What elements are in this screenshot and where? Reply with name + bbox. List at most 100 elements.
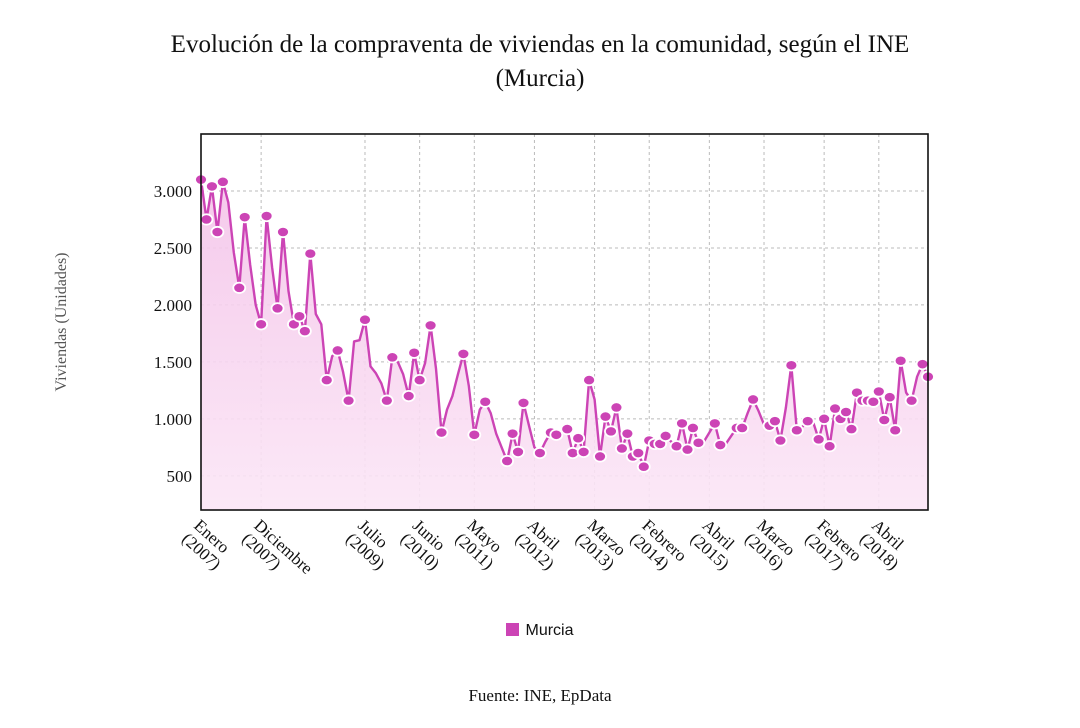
chart-title-line2: (Murcia) <box>495 65 585 92</box>
data-point[interactable] <box>297 325 312 338</box>
x-tick-label: Febrero(2017) <box>801 516 865 574</box>
data-point[interactable] <box>877 413 892 427</box>
data-point[interactable] <box>871 385 886 398</box>
y-tick-label: 2.500 <box>154 239 192 258</box>
data-point[interactable] <box>500 454 515 468</box>
data-point[interactable] <box>254 318 269 331</box>
data-point[interactable] <box>773 434 788 447</box>
data-point[interactable] <box>560 423 575 436</box>
y-tick-label: 500 <box>167 467 193 486</box>
data-point[interactable] <box>215 175 230 188</box>
data-point[interactable] <box>582 374 596 387</box>
data-point[interactable] <box>379 394 394 407</box>
data-point[interactable] <box>385 351 400 364</box>
chart-title: Evolución de la compraventa de viviendas… <box>0 28 1080 96</box>
data-point[interactable] <box>915 358 930 371</box>
data-points <box>194 173 935 473</box>
data-point[interactable] <box>839 405 853 419</box>
data-point[interactable] <box>822 440 837 453</box>
data-point[interactable] <box>576 445 591 458</box>
x-tick-label: Abril(2018) <box>856 516 908 574</box>
data-point[interactable] <box>604 425 618 438</box>
data-point[interactable] <box>330 344 345 357</box>
data-point[interactable] <box>888 424 903 437</box>
data-point[interactable] <box>232 281 247 294</box>
data-point[interactable] <box>866 395 881 408</box>
y-tick-label: 2.000 <box>154 296 192 315</box>
data-point[interactable] <box>784 359 799 372</box>
data-point[interactable] <box>768 415 782 428</box>
data-point[interactable] <box>533 446 547 460</box>
x-tick-label: Abril(2012) <box>512 516 564 574</box>
data-point[interactable] <box>511 445 525 458</box>
data-point[interactable] <box>680 443 695 456</box>
data-point[interactable] <box>205 180 219 193</box>
x-tick-label: Febrero(2014) <box>626 516 690 574</box>
data-point[interactable] <box>456 347 471 361</box>
data-point[interactable] <box>237 211 252 224</box>
data-point[interactable] <box>631 446 646 460</box>
data-point[interactable] <box>811 433 826 446</box>
y-axis-label: Viviendas (Unidades) <box>53 253 70 392</box>
y-tick-label: 1.500 <box>154 353 192 372</box>
data-point[interactable] <box>713 438 728 452</box>
data-point[interactable] <box>844 423 859 436</box>
source-note: Fuente: INE, EpData <box>468 686 612 705</box>
data-point[interactable] <box>598 410 613 423</box>
data-point[interactable] <box>276 225 290 239</box>
data-point[interactable] <box>614 442 629 455</box>
data-point[interactable] <box>341 394 356 407</box>
data-point[interactable] <box>893 354 908 367</box>
plot-frame <box>200 133 929 511</box>
data-point[interactable] <box>412 374 427 387</box>
data-point[interactable] <box>292 310 307 323</box>
data-point[interactable] <box>707 417 722 430</box>
series-area-murcia <box>201 179 928 510</box>
data-point[interactable] <box>746 393 760 406</box>
data-point[interactable] <box>407 346 422 359</box>
data-point[interactable] <box>620 427 635 440</box>
data-point[interactable] <box>478 395 493 408</box>
x-axis-ticks: Enero(2007) Diciembre(2007) Julio(2009) Jun… <box>178 516 908 578</box>
x-tick-label: Julio(2009) <box>342 516 391 574</box>
data-point[interactable] <box>658 429 673 443</box>
data-point[interactable] <box>571 432 586 445</box>
x-tick-label: Junio(2010) <box>397 516 449 574</box>
data-point[interactable] <box>691 436 706 449</box>
data-point[interactable] <box>259 209 274 223</box>
data-point[interactable] <box>882 391 897 404</box>
data-point[interactable] <box>593 450 607 463</box>
data-point[interactable] <box>423 319 438 332</box>
data-point[interactable] <box>467 428 482 441</box>
data-point[interactable] <box>675 417 689 430</box>
data-point[interactable] <box>686 421 700 435</box>
data-point[interactable] <box>505 427 520 440</box>
data-point[interactable] <box>609 401 624 414</box>
data-point[interactable] <box>800 415 815 428</box>
data-point[interactable] <box>636 460 651 473</box>
legend[interactable]: Murcia <box>0 622 1080 640</box>
x-tick-label: Mayo(2011) <box>452 516 506 573</box>
y-tick-label: 1.000 <box>154 410 192 429</box>
data-point[interactable] <box>549 428 564 441</box>
data-point[interactable] <box>319 374 334 387</box>
x-tick-label: Diciembre(2007) <box>238 516 316 578</box>
data-point[interactable] <box>516 396 531 409</box>
data-point[interactable] <box>210 225 225 239</box>
data-point[interactable] <box>735 421 750 435</box>
x-tick-label: Abril(2015) <box>687 516 739 574</box>
data-point[interactable] <box>199 213 214 226</box>
data-point[interactable] <box>904 394 919 407</box>
data-point[interactable] <box>303 247 318 260</box>
data-point[interactable] <box>358 313 372 326</box>
data-point[interactable] <box>789 424 804 437</box>
x-tick-label: Marzo(2013) <box>572 516 630 574</box>
y-tick-label: 3.000 <box>154 182 192 201</box>
x-tick-label: Enero(2007) <box>178 516 233 574</box>
data-point[interactable] <box>817 412 832 425</box>
legend-label-murcia: Murcia <box>525 622 574 639</box>
data-point[interactable] <box>270 302 285 315</box>
data-point[interactable] <box>434 426 449 439</box>
data-point[interactable] <box>401 389 416 403</box>
